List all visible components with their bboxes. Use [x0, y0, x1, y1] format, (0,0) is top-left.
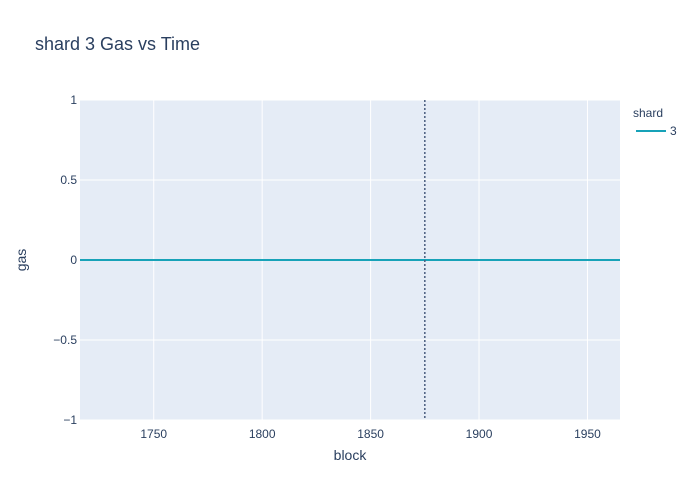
legend-items[interactable]: 3: [636, 124, 677, 138]
chart-title: shard 3 Gas vs Time: [35, 34, 200, 54]
x-tick-label: 1750: [140, 427, 167, 441]
legend-item[interactable]: 3: [636, 124, 677, 138]
x-tick-label: 1800: [249, 427, 276, 441]
legend-label: 3: [670, 124, 677, 138]
y-tick-label: −0.5: [53, 333, 77, 347]
x-tick-label: 1900: [466, 427, 493, 441]
legend-title: shard: [633, 106, 663, 120]
y-tick-label: 0: [70, 253, 77, 267]
x-axis-title: block: [334, 447, 368, 463]
x-tick-label: 1950: [574, 427, 601, 441]
y-axis-title: gas: [13, 249, 29, 272]
y-axis-ticks: 1 0.5 0 −0.5 −1: [53, 93, 77, 427]
x-tick-label: 1850: [357, 427, 384, 441]
y-tick-label: 1: [70, 93, 77, 107]
x-axis-ticks: 1750 1800 1850 1900 1950: [140, 427, 601, 441]
legend[interactable]: shard 3: [633, 106, 677, 138]
y-tick-label: −1: [63, 413, 77, 427]
y-tick-label: 0.5: [60, 173, 77, 187]
